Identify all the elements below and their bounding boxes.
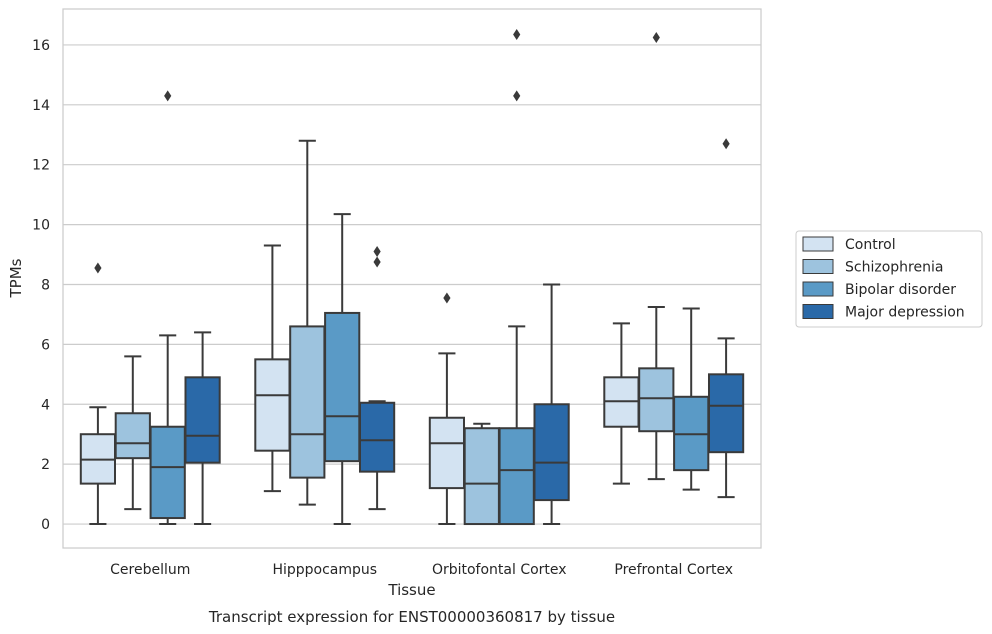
box-body: [149, 425, 186, 520]
outlier-point: [373, 256, 381, 268]
chart-caption: Transcript expression for ENST0000036081…: [208, 608, 615, 626]
y-tick-label: 0: [41, 517, 50, 533]
y-tick-label: 16: [32, 38, 50, 54]
legend-swatch: [802, 304, 834, 319]
legend-entry: Bipolar disorder: [845, 282, 956, 298]
x-tick-label: Prefrontal Cortex: [614, 562, 733, 578]
box-body: [707, 373, 745, 454]
box: [358, 246, 396, 511]
box-series: [79, 28, 745, 526]
plot-frame: [62, 8, 762, 549]
box: [463, 422, 500, 526]
y-axis-label: TPMs: [7, 258, 25, 298]
y-tick-label: 12: [32, 158, 50, 174]
legend-entry: Schizophrenia: [845, 260, 943, 276]
box-body: [358, 401, 396, 473]
box: [428, 292, 466, 526]
x-tick-label: Hipppocampus: [272, 562, 377, 578]
y-tick-labels: 0 2 4 6 8 10 12 14 16: [32, 38, 50, 533]
y-tick-label: 4: [41, 397, 50, 413]
box: [149, 90, 186, 526]
legend-swatch: [802, 236, 834, 252]
outlier-point: [513, 90, 521, 102]
legend-entry: Major depression: [845, 305, 965, 321]
box: [324, 213, 361, 526]
outlier-point: [652, 31, 660, 43]
box-body: [184, 376, 221, 464]
box: [673, 307, 710, 491]
box: [707, 138, 745, 499]
box-body: [289, 325, 326, 479]
y-tick-label: 2: [41, 457, 50, 473]
box-body: [114, 412, 151, 460]
box: [289, 139, 326, 506]
box-body: [533, 403, 570, 502]
outlier-point: [373, 246, 381, 258]
legend-frame: [795, 230, 983, 328]
box-body: [498, 427, 535, 526]
box: [533, 283, 570, 526]
box: [254, 244, 291, 493]
box-body: [638, 367, 675, 433]
legend-entry: Control: [845, 237, 896, 253]
box-body: [254, 358, 291, 452]
y-tick-label: 10: [32, 218, 50, 234]
legend-swatch: [802, 259, 834, 274]
outlier-point: [513, 28, 521, 40]
legend: Control Schizophrenia Bipolar disorder Majo…: [795, 230, 983, 328]
box-body: [463, 427, 500, 526]
x-tick-label: Orbitofontal Cortex: [432, 562, 567, 578]
outlier-point: [722, 138, 730, 150]
box: [638, 31, 675, 481]
box: [114, 355, 151, 511]
y-tick-label: 6: [41, 337, 50, 353]
box: [184, 331, 221, 526]
box: [498, 28, 535, 526]
y-tick-label: 14: [32, 98, 50, 114]
x-tick-labels: Cerebellum Hipppocampus Orbitofontal Corte…: [110, 562, 733, 578]
legend-swatch: [802, 281, 834, 297]
x-axis-label: Tissue: [387, 581, 435, 599]
outlier-point: [164, 90, 172, 102]
box: [79, 262, 117, 526]
box: [603, 322, 640, 485]
x-tick-label: Cerebellum: [110, 562, 190, 578]
outlier-point: [443, 292, 451, 304]
box-body: [428, 416, 466, 490]
y-tick-label: 8: [41, 277, 50, 293]
outlier-point: [94, 262, 102, 274]
box-body: [324, 311, 361, 463]
